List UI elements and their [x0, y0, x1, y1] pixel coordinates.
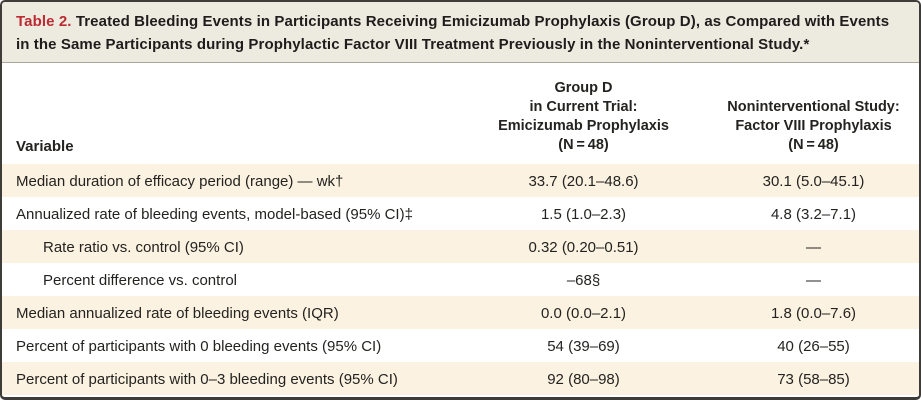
variable-cell: Percent of participants with 0–3 bleedin…	[16, 371, 398, 388]
header-line: Factor VIII Prophylaxis	[735, 117, 892, 134]
table-row: Median duration of efficacy period (rang…	[2, 164, 919, 197]
header-line: (N = 48)	[558, 136, 609, 153]
noninterventional-value-cell: 30.1 (5.0–45.1)	[762, 173, 865, 190]
header-line: Noninterventional Study:	[727, 98, 900, 115]
column-header-variable: Variable	[2, 63, 459, 164]
header-line: Emicizumab Prophylaxis	[498, 117, 669, 134]
noninterventional-value-cell: 4.8 (3.2–7.1)	[770, 206, 857, 223]
variable-cell: Median annualized rate of bleeding event…	[16, 305, 339, 322]
bleeding-events-table: Variable Group D in Current Trial: Emici…	[2, 63, 919, 395]
variable-cell: Percent difference vs. control	[43, 272, 237, 289]
group-d-value-cell: 54 (39–69)	[547, 338, 620, 355]
group-d-value-cell: 0.32 (0.20–0.51)	[528, 239, 639, 256]
variable-cell: Annualized rate of bleeding events, mode…	[16, 206, 413, 223]
column-header-noninterventional: Noninterventional Study: Factor VIII Pro…	[714, 63, 919, 164]
group-d-value-cell: –68§	[566, 272, 601, 289]
variable-cell: Rate ratio vs. control (95% CI)	[43, 239, 244, 256]
table-title: Table 2. Treated Bleeding Events in Part…	[2, 2, 919, 63]
table-row: Median annualized rate of bleeding event…	[2, 296, 919, 329]
table-row: Percent of participants with 0 bleeding …	[2, 329, 919, 362]
group-d-value-cell: 1.5 (1.0–2.3)	[540, 206, 627, 223]
noninterventional-value-cell: —	[806, 272, 821, 289]
noninterventional-value-cell: 40 (26–55)	[777, 338, 850, 355]
group-d-value-cell: 33.7 (20.1–48.6)	[528, 173, 639, 190]
table-title-label: Table 2.	[16, 13, 72, 30]
column-header-group-d: Group D in Current Trial: Emicizumab Pro…	[459, 63, 714, 164]
header-line: Group D	[554, 79, 613, 96]
variable-cell: Median duration of efficacy period (rang…	[16, 173, 344, 190]
table-title-text: Treated Bleeding Events in Participants …	[16, 13, 890, 53]
header-line: in Current Trial:	[529, 98, 638, 115]
group-d-value-cell: 92 (80–98)	[547, 371, 620, 388]
group-d-value-cell: 0.0 (0.0–2.1)	[540, 305, 627, 322]
noninterventional-value-cell: 1.8 (0.0–7.6)	[770, 305, 857, 322]
table-row: Rate ratio vs. control (95% CI) 0.32 (0.…	[2, 230, 919, 263]
header-row: Variable Group D in Current Trial: Emici…	[2, 63, 919, 164]
variable-cell: Percent of participants with 0 bleeding …	[16, 338, 382, 355]
noninterventional-value-cell: 73 (58–85)	[777, 371, 850, 388]
table-row: Percent of participants with 0–3 bleedin…	[2, 362, 919, 395]
table-row: Percent difference vs. control –68§ —	[2, 263, 919, 296]
header-line: (N = 48)	[788, 136, 839, 153]
noninterventional-value-cell: —	[806, 239, 821, 256]
table-row: Annualized rate of bleeding events, mode…	[2, 197, 919, 230]
